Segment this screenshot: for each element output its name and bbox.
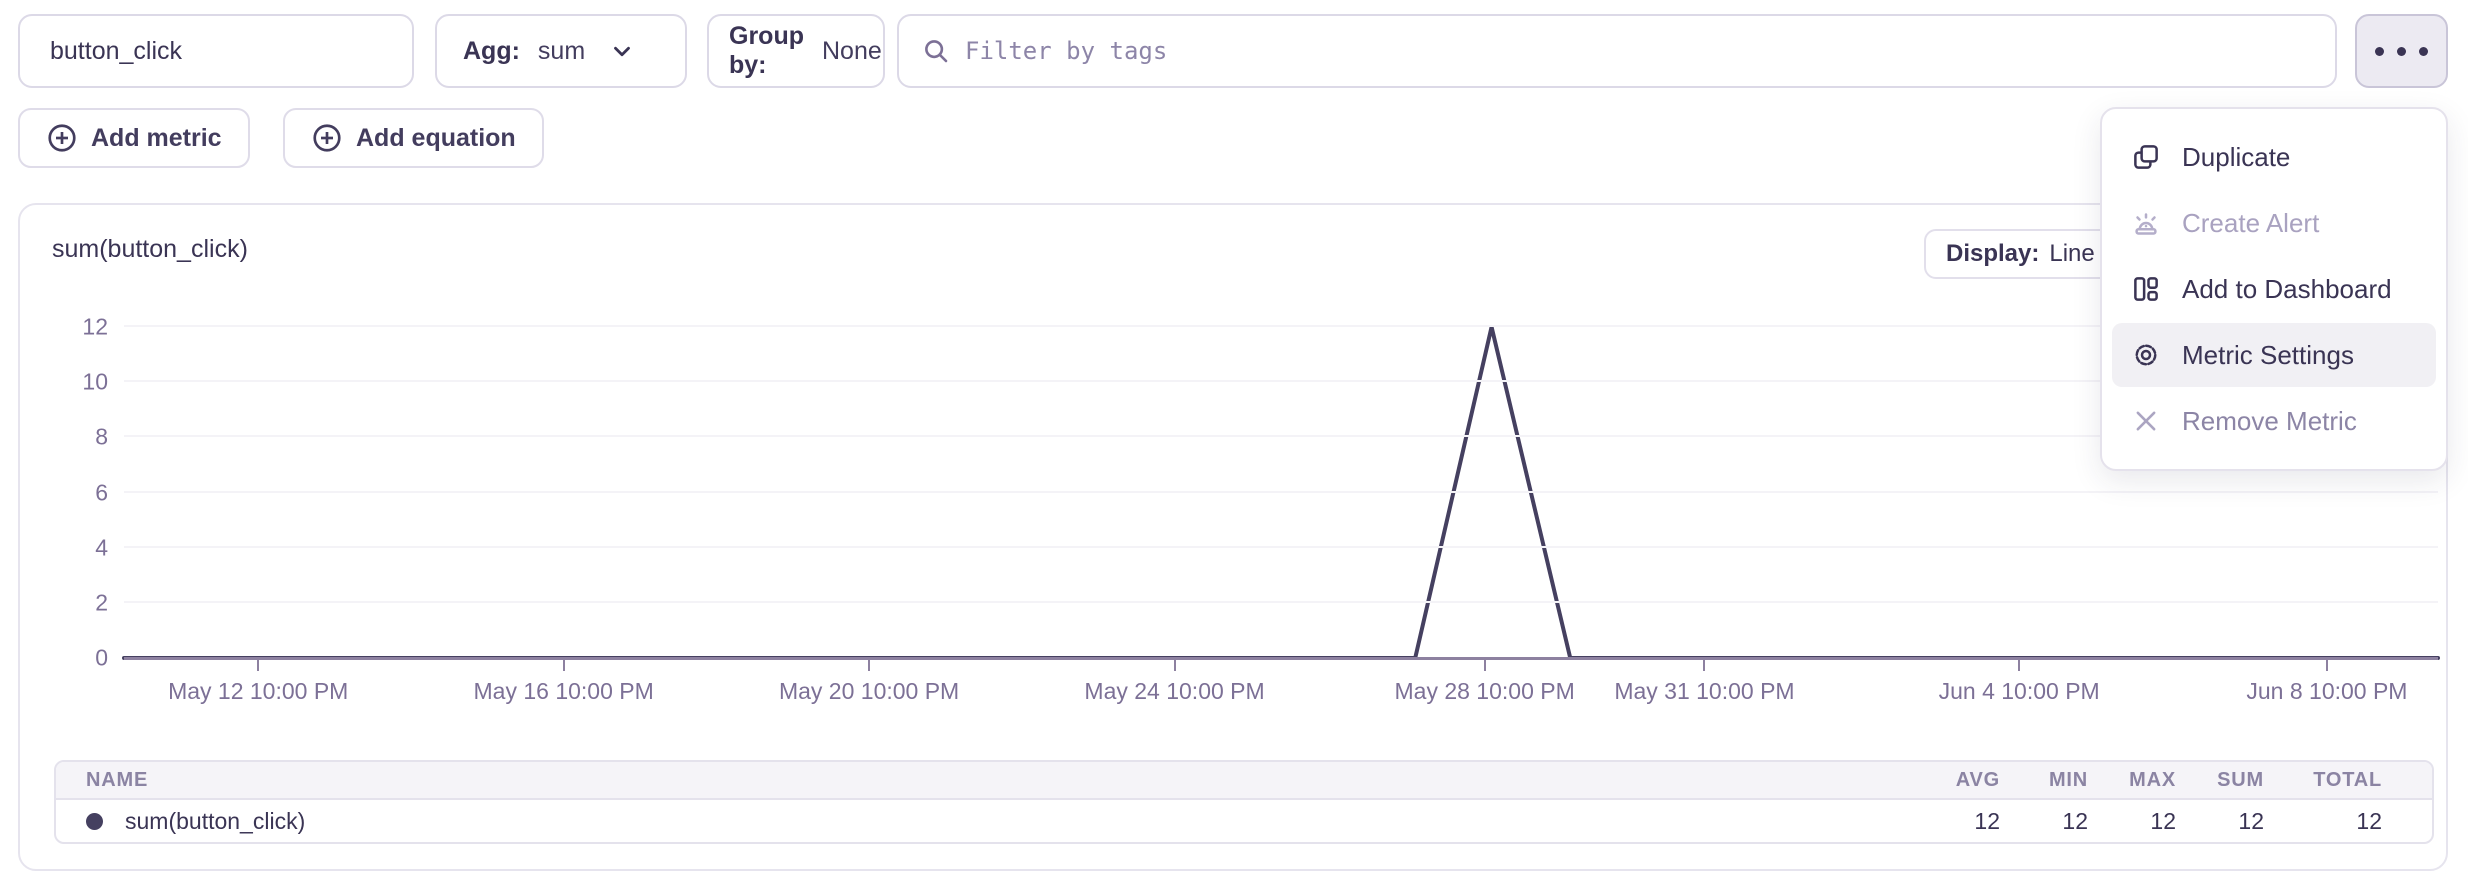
series-color-dot bbox=[86, 812, 103, 830]
group-by-dropdown[interactable]: Group by: None bbox=[707, 14, 926, 88]
x-axis-line bbox=[124, 657, 2438, 660]
tag-filter-input[interactable] bbox=[965, 37, 2313, 65]
y-axis-tick-label: 6 bbox=[95, 479, 108, 505]
gear-icon bbox=[2130, 339, 2162, 371]
avg-value: 12 bbox=[1974, 807, 2000, 834]
column-header-avg: AVG bbox=[1955, 768, 2000, 791]
plus-circle-icon bbox=[46, 122, 78, 154]
y-axis-tick-label: 10 bbox=[82, 368, 108, 395]
gridline bbox=[124, 600, 2438, 603]
sum-value: 12 bbox=[2238, 807, 2264, 834]
column-header-total: TOTAL bbox=[2313, 768, 2382, 791]
x-axis-tickmark bbox=[257, 658, 260, 671]
y-axis-tick-label: 2 bbox=[95, 589, 108, 616]
y-axis-tick-label: 4 bbox=[95, 534, 108, 561]
x-axis-tickmark bbox=[2018, 658, 2021, 671]
column-header-min: MIN bbox=[2048, 768, 2088, 791]
search-icon bbox=[921, 36, 951, 66]
menu-item-remove-metric[interactable]: Remove Metric bbox=[2112, 389, 2436, 453]
ellipsis-icon bbox=[2375, 46, 2384, 56]
gridline bbox=[124, 380, 2438, 383]
menu-item-create-alert[interactable]: Create Alert bbox=[2112, 191, 2436, 255]
aggregation-label: Agg: bbox=[463, 36, 520, 65]
metric-query-input[interactable] bbox=[20, 36, 412, 66]
x-axis-tick-label: May 20 10:00 PM bbox=[778, 678, 960, 704]
summary-table-header: NAME AVG MIN MAX SUM TOTAL bbox=[56, 762, 2432, 800]
summary-table: NAME AVG MIN MAX SUM TOTAL sum(button_cl… bbox=[54, 760, 2434, 844]
x-axis-tick-label: May 24 10:00 PM bbox=[1084, 678, 1265, 704]
x-axis-tickmark bbox=[1173, 658, 1176, 671]
display-value: Line bbox=[2049, 240, 2095, 267]
add-equation-button[interactable]: Add equation bbox=[283, 108, 544, 168]
add-equation-label: Add equation bbox=[356, 123, 516, 152]
plus-circle-icon bbox=[311, 122, 343, 154]
x-axis-tick-label: May 16 10:00 PM bbox=[473, 678, 654, 704]
chevron-down-icon bbox=[609, 38, 635, 64]
group-by-value: None bbox=[822, 36, 882, 65]
more-options-menu: Duplicate Create Alert Add to Dashboard … bbox=[2100, 107, 2448, 471]
aggregation-dropdown[interactable]: Agg: sum bbox=[435, 14, 687, 88]
menu-item-duplicate[interactable]: Duplicate bbox=[2112, 125, 2436, 189]
total-value: 12 bbox=[2356, 807, 2382, 834]
y-axis-tick-label: 8 bbox=[95, 423, 108, 450]
add-metric-label: Add metric bbox=[91, 123, 222, 152]
close-icon bbox=[2130, 405, 2162, 437]
x-axis-tick-label: May 28 10:00 PM bbox=[1394, 678, 1575, 704]
alarm-icon bbox=[2130, 207, 2162, 239]
table-row[interactable]: sum(button_click) 12 12 12 12 12 bbox=[56, 800, 2432, 842]
x-axis-tickmark bbox=[868, 658, 871, 671]
gridline bbox=[124, 325, 2438, 327]
y-axis: 0 2 4 6 8 10 12 bbox=[50, 314, 116, 671]
add-metric-button[interactable]: Add metric bbox=[18, 108, 250, 168]
chart-title: sum(button_click) bbox=[52, 235, 248, 263]
x-axis-tick-label: Jun 4 10:00 PM bbox=[1938, 678, 2100, 704]
column-header-sum: SUM bbox=[2217, 768, 2264, 791]
x-axis-tickmark bbox=[2325, 658, 2328, 671]
x-axis-tick-label: Jun 8 10:00 PM bbox=[2246, 678, 2408, 704]
display-label: Display: bbox=[1946, 240, 2040, 267]
tag-filter-field[interactable] bbox=[897, 14, 2337, 88]
x-axis-tickmark bbox=[1703, 658, 1706, 671]
column-header-name: NAME bbox=[86, 768, 149, 791]
gridline bbox=[124, 545, 2438, 548]
menu-item-metric-settings[interactable]: Metric Settings bbox=[2112, 323, 2436, 387]
menu-item-add-to-dashboard[interactable]: Add to Dashboard bbox=[2112, 257, 2436, 321]
gridline bbox=[124, 490, 2438, 493]
x-axis-tickmark bbox=[562, 658, 565, 671]
line-series bbox=[124, 327, 2438, 658]
group-by-label: Group by: bbox=[729, 22, 804, 79]
duplicate-icon bbox=[2130, 141, 2162, 173]
max-value: 12 bbox=[2150, 807, 2176, 834]
x-axis-tick-label: May 31 10:00 PM bbox=[1614, 678, 1795, 704]
y-axis-tick-label: 0 bbox=[95, 644, 108, 671]
min-value: 12 bbox=[2062, 807, 2088, 834]
more-options-button[interactable] bbox=[2355, 14, 2448, 88]
metric-query-field[interactable] bbox=[18, 14, 414, 88]
x-axis-tickmark bbox=[1483, 658, 1486, 671]
x-axis-tick-label: May 12 10:00 PM bbox=[168, 678, 349, 704]
aggregation-value: sum bbox=[537, 36, 586, 65]
gridline bbox=[124, 435, 2438, 438]
series-name: sum(button_click) bbox=[125, 807, 306, 834]
plot-area[interactable]: May 12 10:00 PM May 16 10:00 PM May 20 10:… bbox=[124, 325, 2438, 704]
metric-chart-card: sum(button_click) Display: Line 0 2 4 6 8 10 1… bbox=[18, 203, 2448, 871]
y-axis-tick-label: 12 bbox=[82, 313, 108, 340]
column-header-max: MAX bbox=[2129, 768, 2176, 791]
dashboard-icon bbox=[2130, 273, 2162, 305]
